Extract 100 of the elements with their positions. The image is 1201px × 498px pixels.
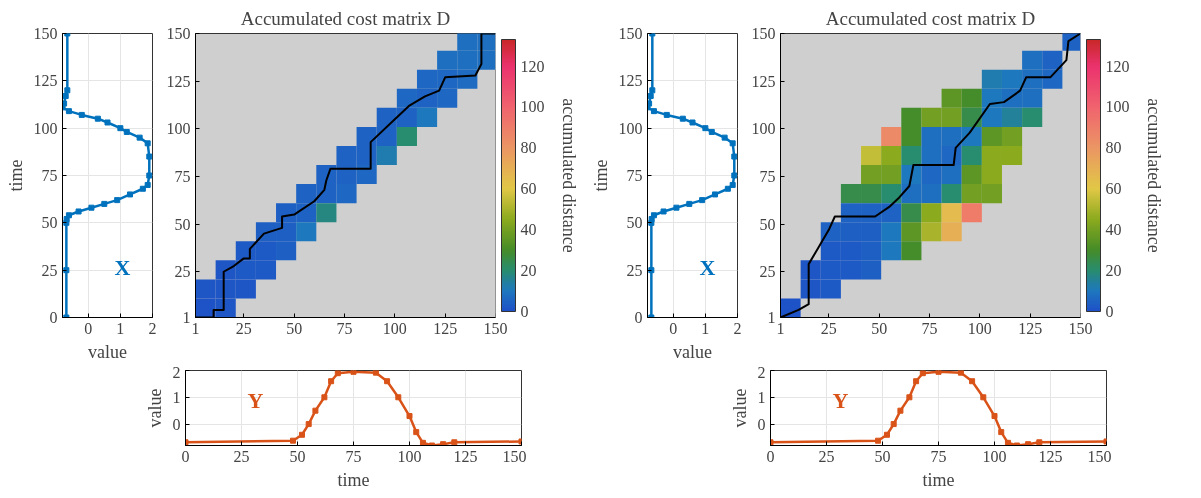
point [679,115,686,122]
annotation: Y [247,388,264,413]
color-bar-label: 40 [520,221,537,239]
point [883,431,890,438]
point [350,370,357,375]
point [114,197,121,204]
x-tick-label: 100 [982,447,1007,465]
point [991,413,998,420]
color-bar-label: 20 [520,262,537,280]
point [94,115,101,122]
x-tick-label: 1 [116,319,125,337]
point [123,128,130,135]
point [673,204,680,211]
x-tick-label: 150 [502,447,527,465]
y-tick-label: 1 [172,388,181,406]
point [650,212,657,219]
y-axis-title: time [5,159,26,192]
color-bar-label: 20 [1105,262,1122,280]
y-tick-label: 2 [757,363,766,381]
point [65,212,72,219]
x-tick-label: 50 [289,447,306,465]
point [334,370,341,377]
x-tick-label: 150 [1087,447,1112,465]
x-tick-label: 25 [818,447,835,465]
line-series [185,370,522,446]
point [729,181,736,188]
x-tick-label: 25 [235,319,252,337]
point [62,100,68,107]
x-tick-label: 100 [397,447,422,465]
point [957,370,964,376]
y-tick-label: 75 [759,167,776,185]
x-tick-label: 150 [1068,319,1093,337]
y-tick-label: 100 [33,119,58,137]
point [395,394,402,401]
y-axis-title: time [590,159,611,192]
chart-title: Accumulated cost matrix D [825,7,1036,29]
x-tick-label: 50 [286,319,303,337]
y-tick-label: 25 [41,261,58,279]
chart-title: Accumulated cost matrix D [240,7,451,29]
point [686,200,693,207]
point [88,204,95,211]
x-tick-label: 2 [148,319,157,337]
point [890,421,897,428]
x-tick-label: 25 [820,319,837,337]
y-tick-label: 125 [166,72,191,90]
y-tick-label: 125 [33,72,58,90]
color-bar-label: 0 [520,303,529,320]
color-bar-label: 120 [1105,57,1130,75]
y-tick-label: 0 [757,415,766,433]
point [146,172,153,179]
point [913,378,920,385]
x-tick-label: 2 [733,319,742,337]
y-tick-label: 25 [174,263,191,281]
x-axis-title: time [337,469,370,490]
point [328,378,335,385]
y-tick-label: 50 [174,215,191,233]
point [127,191,133,198]
y-tick-label: 125 [618,72,643,90]
y-tick-label: 150 [166,25,191,42]
point [305,421,312,428]
point [647,92,654,99]
color-bar-label: 100 [1105,98,1130,116]
point [62,92,69,99]
x-tick-label: 75 [930,447,947,465]
point [875,437,882,444]
y-tick-label: 50 [626,214,643,232]
point [699,197,706,204]
x-tick-label: 25 [233,447,250,465]
y-tick-label: 0 [172,415,181,433]
x-axis-title: value [88,341,127,362]
point [290,437,297,444]
point [298,431,305,438]
point [702,125,709,132]
point [1004,439,1011,446]
point [935,370,942,375]
point [104,119,111,126]
x-tick-label: 100 [382,319,407,337]
y-tick-label: 100 [166,120,191,138]
point [731,172,738,179]
y-tick-label: 50 [41,214,58,232]
color-bar-label: 100 [520,98,545,116]
y-tick-label: 2 [172,363,181,381]
x-tick-label: 100 [967,319,992,337]
color-bar-title: accumulated distance [558,98,579,253]
point [451,439,458,446]
point [969,378,976,385]
color-bar-title: accumulated distance [1143,98,1164,253]
color-bar-label: 80 [520,139,537,157]
annotation: X [699,255,716,280]
point [650,108,657,115]
point [647,100,653,107]
point [897,407,904,414]
point [712,191,718,198]
point [919,370,926,377]
color-bar-label: 120 [520,57,545,75]
y-axis-title: value [144,388,165,428]
x-tick-label: 125 [453,447,478,465]
point [101,200,108,207]
point [65,108,72,115]
point [998,429,1005,436]
